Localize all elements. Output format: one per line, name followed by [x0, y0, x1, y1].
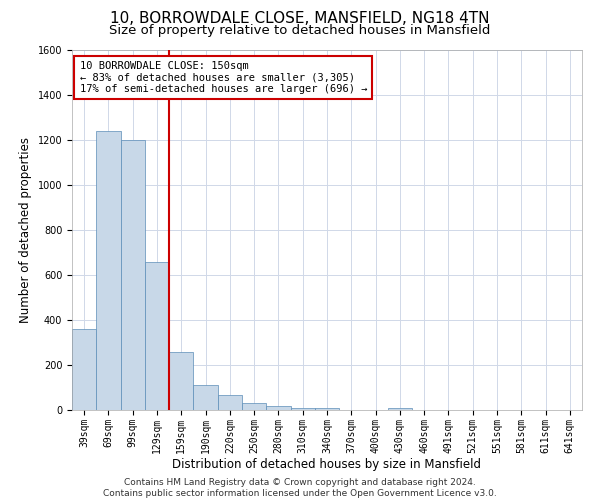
Bar — [72, 329, 96, 410]
Bar — [96, 131, 121, 410]
Bar — [145, 262, 169, 410]
Bar — [121, 140, 145, 410]
Bar — [193, 385, 218, 410]
Bar — [218, 396, 242, 410]
Bar — [266, 406, 290, 410]
Bar — [388, 408, 412, 410]
Text: 10, BORROWDALE CLOSE, MANSFIELD, NG18 4TN: 10, BORROWDALE CLOSE, MANSFIELD, NG18 4T… — [110, 11, 490, 26]
Text: Contains HM Land Registry data © Crown copyright and database right 2024.
Contai: Contains HM Land Registry data © Crown c… — [103, 478, 497, 498]
Y-axis label: Number of detached properties: Number of detached properties — [19, 137, 32, 323]
Bar — [290, 408, 315, 410]
Text: 10 BORROWDALE CLOSE: 150sqm
← 83% of detached houses are smaller (3,305)
17% of : 10 BORROWDALE CLOSE: 150sqm ← 83% of det… — [80, 61, 367, 94]
Bar — [169, 352, 193, 410]
X-axis label: Distribution of detached houses by size in Mansfield: Distribution of detached houses by size … — [173, 458, 482, 471]
Text: Size of property relative to detached houses in Mansfield: Size of property relative to detached ho… — [109, 24, 491, 37]
Bar — [315, 408, 339, 410]
Bar — [242, 403, 266, 410]
